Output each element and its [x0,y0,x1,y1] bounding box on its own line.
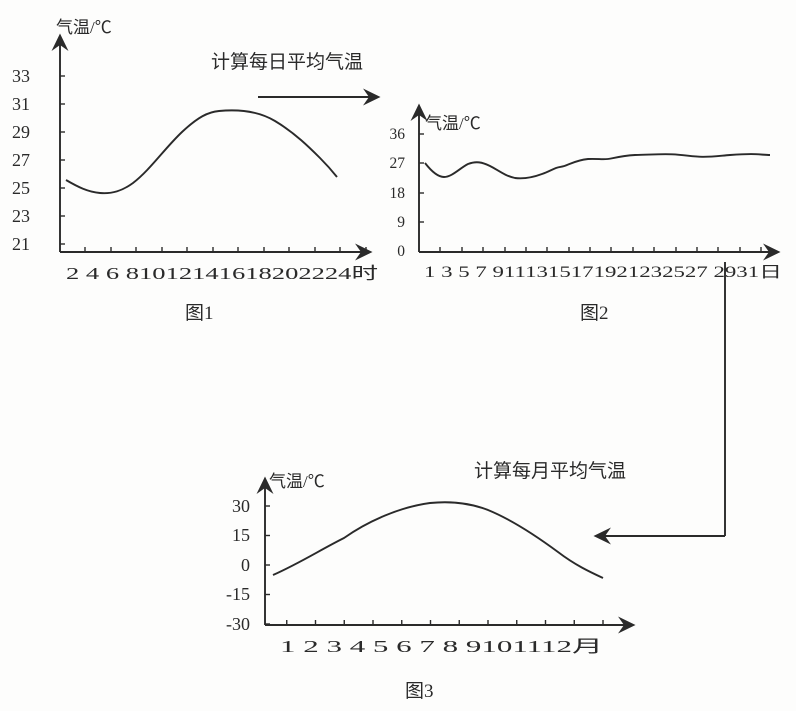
svg-text:气温/℃: 气温/℃ [56,18,112,37]
svg-text:36: 36 [390,126,406,143]
svg-text:0: 0 [397,243,405,260]
svg-text:-30: -30 [226,614,250,634]
svg-text:18: 18 [390,185,406,202]
svg-text:0: 0 [241,555,250,575]
svg-text:1 3 5 7 9111315171921232527 29: 1 3 5 7 9111315171921232527 2931日 [424,264,782,281]
svg-text:23: 23 [12,206,30,226]
svg-text:9: 9 [397,214,405,231]
svg-text:29: 29 [12,122,30,142]
svg-text:31: 31 [12,94,30,114]
svg-text:计算每月平均气温: 计算每月平均气温 [474,460,626,482]
svg-text:图2: 图2 [580,303,609,324]
svg-text:21: 21 [12,234,30,254]
svg-text:27: 27 [390,155,406,172]
svg-text:-15: -15 [226,584,250,604]
svg-text:2 4 6 81012141618202224时: 2 4 6 81012141618202224时 [66,264,378,283]
svg-text:25: 25 [12,178,30,198]
svg-text:图1: 图1 [185,303,214,324]
svg-text:图3: 图3 [405,681,434,702]
svg-text:30: 30 [232,496,250,516]
svg-text:27: 27 [12,150,30,170]
svg-text:气温/℃: 气温/℃ [269,472,325,491]
svg-text:气温/℃: 气温/℃ [425,114,481,133]
svg-text:15: 15 [232,525,250,545]
svg-text:计算每日平均气温: 计算每日平均气温 [211,51,363,73]
svg-text:1 2 3 4 5 6 7 8 9101112月: 1 2 3 4 5 6 7 8 9101112月 [280,637,603,656]
svg-text:33: 33 [12,66,30,86]
